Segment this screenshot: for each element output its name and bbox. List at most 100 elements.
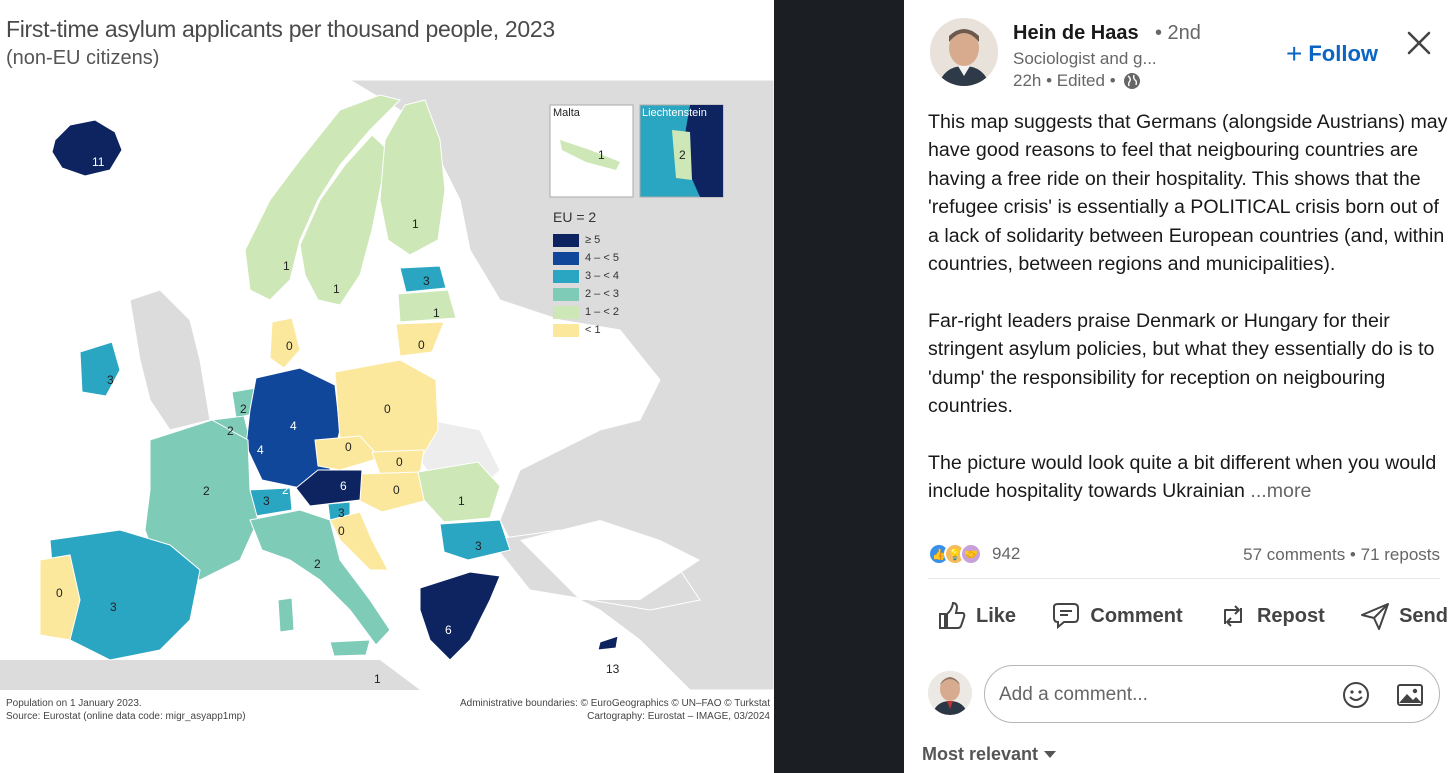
support-reaction-icon: 🤝	[960, 543, 982, 565]
map-footer-right: Administrative boundaries: © EuroGeograp…	[460, 697, 770, 723]
value-label-ireland: 3	[107, 373, 114, 387]
inset-liechtenstein-label: Liechtenstein	[642, 107, 707, 119]
send-button[interactable]: Send	[1359, 600, 1448, 632]
divider	[928, 578, 1440, 579]
legend-label: ≥ 5	[585, 234, 601, 246]
value-label-iceland: 11	[92, 155, 105, 169]
legend-swatch	[553, 323, 579, 337]
modal-backdrop	[774, 0, 904, 773]
value-label-netherlands: 2	[240, 402, 247, 416]
legend-swatch	[553, 287, 579, 301]
legend-title: EU = 2	[553, 209, 597, 225]
inset-liechtenstein-value: 2	[679, 148, 686, 162]
legend-item: 4 – < 5	[553, 249, 619, 267]
author-avatar[interactable]	[930, 18, 998, 86]
value-label-germany: 4	[290, 419, 297, 433]
reactions-summary[interactable]: 👍 💡 🤝 942	[928, 543, 1020, 565]
post-panel: Hein de Haas • 2nd Sociologist and g... …	[904, 0, 1456, 773]
footer-boundaries: Administrative boundaries: © EuroGeograp…	[459, 698, 770, 709]
legend-item: 1 – < 2	[553, 303, 619, 321]
post-body: This map suggests that Germans (alongsid…	[928, 108, 1448, 506]
value-label-liechtenstein: 2	[282, 483, 289, 497]
value-label-finland: 1	[412, 217, 419, 231]
value-label-romania: 1	[458, 494, 465, 508]
like-button[interactable]: Like	[936, 600, 1016, 632]
legend-label: 3 – < 4	[585, 270, 619, 282]
send-label: Send	[1399, 604, 1448, 627]
value-label-austria: 6	[340, 479, 347, 493]
value-label-switzerland: 3	[263, 494, 270, 508]
legend-item: 2 – < 3	[553, 285, 619, 303]
value-label-belgium: 2	[227, 424, 234, 438]
footer-cartography: Cartography: Eurostat – IMAGE, 03/2024	[587, 711, 770, 722]
action-bar: Like Comment Repost Send	[936, 600, 1448, 632]
thumbs-up-icon	[939, 601, 966, 629]
like-label: Like	[976, 604, 1017, 627]
sort-label: Most relevant	[922, 744, 1039, 764]
value-label-france: 2	[203, 484, 210, 498]
map-title: First-time asylum applicants per thousan…	[6, 16, 555, 42]
value-label-latvia: 1	[433, 306, 440, 320]
value-label-estonia: 3	[423, 274, 430, 288]
comment-input[interactable]: Add a comment...	[984, 665, 1440, 723]
repost-icon	[1223, 605, 1242, 627]
follow-label: Follow	[1308, 41, 1379, 66]
see-more-link[interactable]: ...more	[1250, 480, 1312, 503]
value-label-greece: 6	[445, 623, 452, 637]
value-label-cyprus: 13	[606, 662, 620, 676]
image-icon[interactable]	[1395, 680, 1425, 710]
value-label-hungary: 0	[393, 483, 400, 497]
value-label-malta: 1	[374, 672, 381, 686]
comment-placeholder: Add a comment...	[999, 684, 1148, 705]
reaction-icons: 👍 💡 🤝	[928, 543, 982, 565]
legend-swatch	[553, 233, 579, 247]
map-image: First-time asylum applicants per thousan…	[0, 16, 774, 723]
value-label-denmark: 0	[286, 339, 293, 353]
value-label-slovenia: 3	[338, 506, 345, 520]
legend-item: < 1	[553, 321, 619, 339]
value-label-lithuania: 0	[418, 338, 425, 352]
value-label-sweden: 1	[333, 282, 340, 296]
caret-down-icon	[1044, 751, 1057, 758]
value-label-slovakia: 0	[396, 455, 403, 469]
connection-degree: • 2nd	[1155, 22, 1201, 44]
post-paragraph-2: Far-right leaders praise Denmark or Hung…	[928, 309, 1435, 418]
europe-map	[0, 78, 774, 693]
value-label-spain: 3	[110, 600, 117, 614]
legend-list: ≥ 5 4 – < 5 3 – < 4 2 – < 3 1 – < 2 < 1	[553, 231, 619, 339]
map-footer-left: Population on 1 January 2023. Source: Eu…	[6, 697, 246, 723]
value-label-croatia: 0	[338, 524, 345, 538]
value-label-czechia: 0	[345, 440, 352, 454]
post-paragraph-3-text: The picture would look quite a bit diffe…	[928, 451, 1437, 503]
emoji-icon[interactable]	[1341, 680, 1371, 710]
comment-button[interactable]: Comment	[1050, 600, 1183, 632]
current-user-avatar	[928, 671, 972, 715]
footer-source: Source: Eurostat (online data code: migr…	[6, 711, 246, 722]
map-subtitle: (non-EU citizens)	[6, 47, 160, 69]
legend-label: 1 – < 2	[585, 306, 619, 318]
close-icon[interactable]	[1404, 28, 1434, 58]
reaction-count: 942	[992, 544, 1021, 563]
post-timestamp: 22h • Edited •	[1013, 71, 1116, 90]
repost-label: Repost	[1256, 604, 1325, 627]
sort-dropdown[interactable]: Most relevant	[922, 744, 1057, 765]
value-label-norway: 1	[283, 259, 290, 273]
footer-population: Population on 1 January 2023.	[6, 698, 142, 709]
repost-button[interactable]: Repost	[1217, 600, 1325, 632]
legend-label: < 1	[585, 324, 601, 336]
inset-malta-label: Malta	[553, 107, 580, 119]
follow-button[interactable]: + Follow	[1286, 40, 1378, 68]
send-icon	[1361, 603, 1390, 630]
post-paragraph-3: The picture would look quite a bit diffe…	[928, 449, 1448, 506]
value-label-bulgaria: 3	[475, 539, 482, 553]
value-label-italy: 2	[314, 557, 321, 571]
value-label-poland: 0	[384, 402, 391, 416]
value-label-portugal: 0	[56, 586, 63, 600]
legend-label: 2 – < 3	[585, 288, 619, 300]
inset-malta-value: 1	[598, 148, 605, 162]
comment-icon	[1053, 603, 1080, 630]
author-headline: Sociologist and g...	[1013, 49, 1157, 68]
legend-label: 4 – < 5	[585, 252, 619, 264]
comments-reposts-count[interactable]: 57 comments • 71 reposts	[1243, 545, 1440, 564]
author-name[interactable]: Hein de Haas	[1013, 22, 1139, 44]
